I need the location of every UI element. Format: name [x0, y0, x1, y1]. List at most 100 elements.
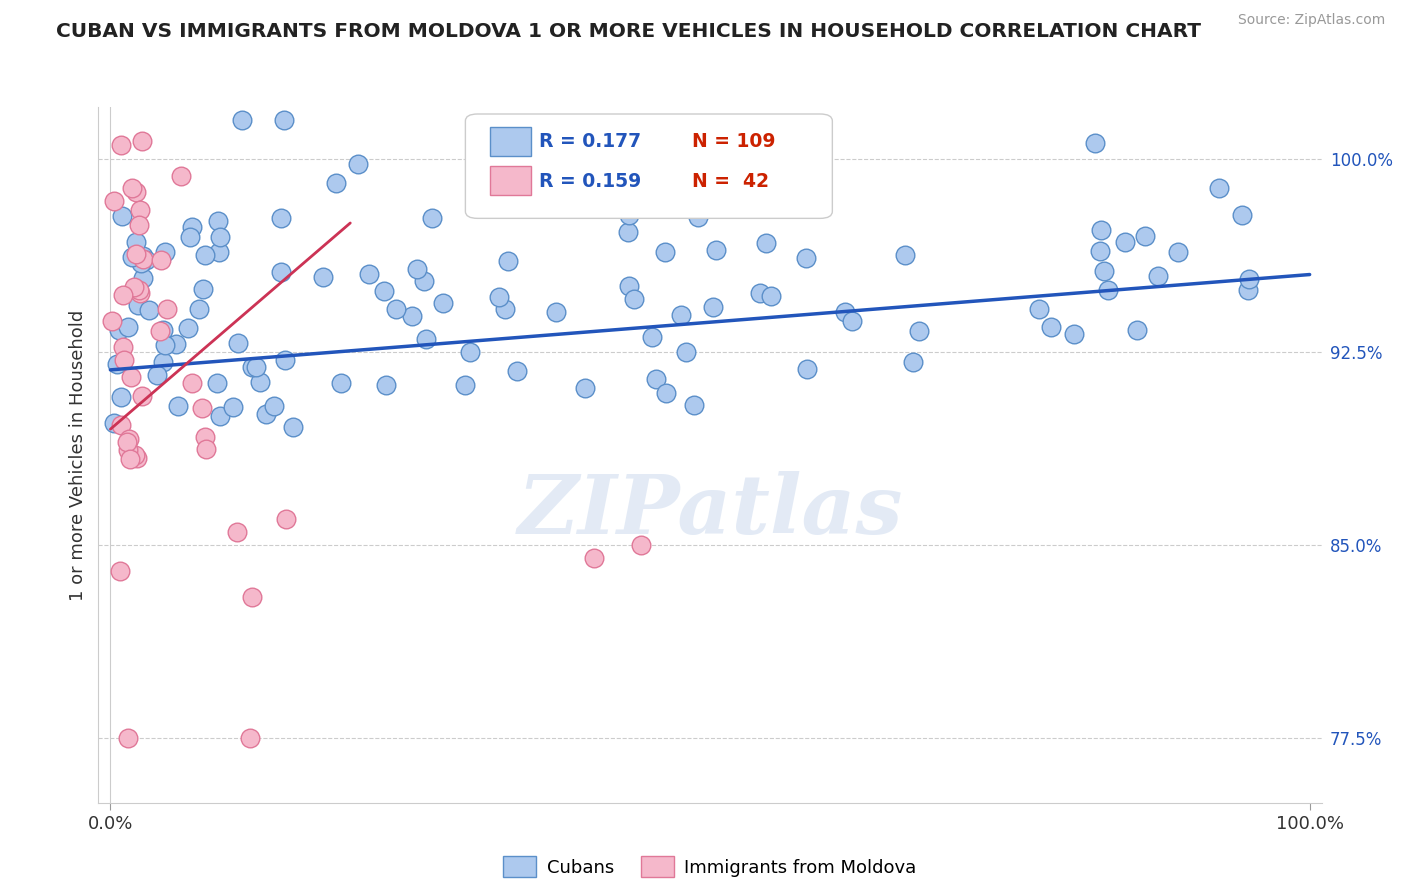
Point [125, 186, 148, 200]
Point [1090, 222, 1112, 236]
Point [118, 452, 141, 467]
Point [254, 407, 277, 421]
Point [149, 252, 172, 267]
Point [153, 245, 176, 260]
Point [1084, 136, 1107, 150]
Point [191, 282, 214, 296]
Point [131, 388, 153, 402]
Point [688, 210, 710, 224]
Point [458, 345, 481, 359]
Point [630, 538, 652, 552]
Point [110, 390, 132, 404]
Point [1230, 208, 1253, 222]
Point [117, 731, 139, 746]
Point [1208, 180, 1230, 194]
Point [702, 300, 724, 314]
Point [1063, 327, 1085, 342]
Point [796, 251, 818, 265]
Point [132, 271, 155, 285]
Point [107, 323, 129, 337]
Point [155, 338, 177, 352]
FancyBboxPatch shape [489, 166, 531, 195]
Text: R = 0.159: R = 0.159 [538, 172, 641, 191]
Point [111, 209, 134, 223]
Point [270, 265, 292, 279]
Point [582, 551, 605, 566]
Point [181, 376, 204, 390]
Point [207, 244, 229, 259]
Point [759, 288, 782, 302]
Point [249, 375, 271, 389]
Point [124, 235, 146, 250]
Text: N =  42: N = 42 [692, 172, 769, 191]
Point [908, 324, 931, 338]
Point [841, 313, 863, 327]
Point [170, 169, 193, 183]
Point [125, 450, 148, 465]
Point [181, 219, 204, 234]
Text: N = 109: N = 109 [692, 132, 775, 152]
Point [1237, 283, 1260, 297]
Point [127, 251, 149, 265]
Point [120, 370, 142, 384]
Point [191, 401, 214, 415]
Point [152, 323, 174, 337]
Point [623, 292, 645, 306]
Point [325, 176, 347, 190]
Point [115, 434, 138, 449]
Point [274, 512, 297, 526]
Point [117, 320, 139, 334]
Text: CUBAN VS IMMIGRANTS FROM MOLDOVA 1 OR MORE VEHICLES IN HOUSEHOLD CORRELATION CHA: CUBAN VS IMMIGRANTS FROM MOLDOVA 1 OR MO… [56, 22, 1201, 41]
Point [103, 194, 125, 209]
Point [494, 302, 516, 317]
Point [110, 138, 132, 153]
Point [273, 112, 295, 127]
Point [132, 252, 155, 267]
Point [619, 279, 641, 293]
Point [132, 249, 155, 263]
Point [105, 357, 128, 371]
Point [207, 214, 229, 228]
Point [231, 112, 253, 127]
Point [205, 376, 228, 390]
Point [669, 308, 692, 322]
Point [496, 254, 519, 268]
Point [188, 302, 211, 317]
Point [226, 336, 249, 351]
Point [270, 211, 292, 225]
Point [135, 252, 157, 267]
Point [129, 256, 152, 270]
Point [166, 399, 188, 413]
Point [194, 430, 217, 444]
Point [834, 305, 856, 319]
Point [112, 352, 135, 367]
Point [131, 134, 153, 148]
Point [208, 230, 231, 244]
Point [128, 285, 150, 300]
Point [1097, 283, 1119, 297]
Point [749, 286, 772, 301]
Point [100, 314, 122, 328]
Point [127, 298, 149, 312]
Point [245, 360, 267, 375]
Point [283, 420, 305, 434]
Point [1135, 229, 1157, 244]
Point [112, 340, 135, 354]
Point [118, 432, 141, 446]
Point [1146, 269, 1168, 284]
Y-axis label: 1 or more Vehicles in Household: 1 or more Vehicles in Household [69, 310, 87, 600]
Point [454, 377, 477, 392]
Point [704, 243, 727, 257]
Point [1126, 323, 1149, 337]
Point [311, 270, 333, 285]
Point [239, 731, 262, 746]
Point [655, 386, 678, 401]
Point [110, 418, 132, 433]
Point [124, 448, 146, 462]
Point [347, 157, 370, 171]
Point [165, 337, 187, 351]
Point [1092, 264, 1115, 278]
Point [111, 288, 134, 302]
Point [274, 352, 297, 367]
Point [1237, 272, 1260, 286]
